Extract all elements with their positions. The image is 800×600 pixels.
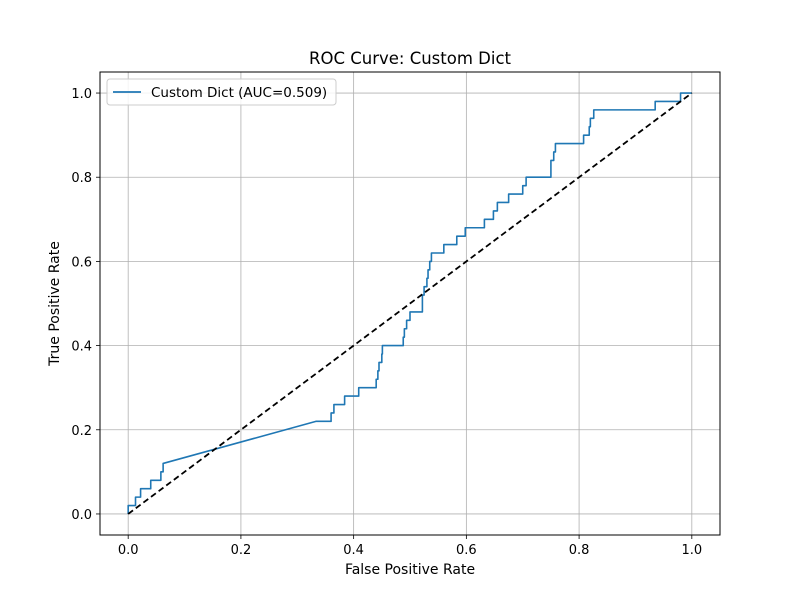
x-tick-label: 1.0 [681,543,702,558]
legend: Custom Dict (AUC=0.509) [106,78,337,106]
x-tick-label: 0.2 [231,543,252,558]
y-tick-label: 0.0 [71,508,92,523]
grid [100,72,720,535]
y-tick-label: 0.8 [71,171,92,186]
legend-box [106,78,337,106]
y-tick-label: 0.4 [71,340,92,355]
ticks: 0.0 0.2 0.4 0.6 0.8 1.0 0.0 0.2 0.4 0.6 0.8 1.0 [71,87,702,558]
x-tick-label: 0.8 [569,543,590,558]
x-tick-label: 0.0 [118,543,139,558]
x-axis-label: False Positive Rate [345,562,475,578]
chart-title: ROC Curve: Custom Dict [309,49,512,68]
roc-series-line [127,92,692,514]
legend-label: Custom Dict (AUC=0.509) [151,85,327,101]
x-tick-label: 0.4 [343,543,364,558]
y-tick-label: 0.6 [71,255,92,270]
chance-diagonal-line [127,92,693,515]
series-layer [127,92,693,515]
y-tick-label: 0.2 [71,424,92,439]
plot-frame [99,71,721,536]
y-tick-label: 1.0 [71,87,92,102]
y-axis-label: True Positive Rate [47,241,63,367]
x-tick-label: 0.6 [456,543,477,558]
